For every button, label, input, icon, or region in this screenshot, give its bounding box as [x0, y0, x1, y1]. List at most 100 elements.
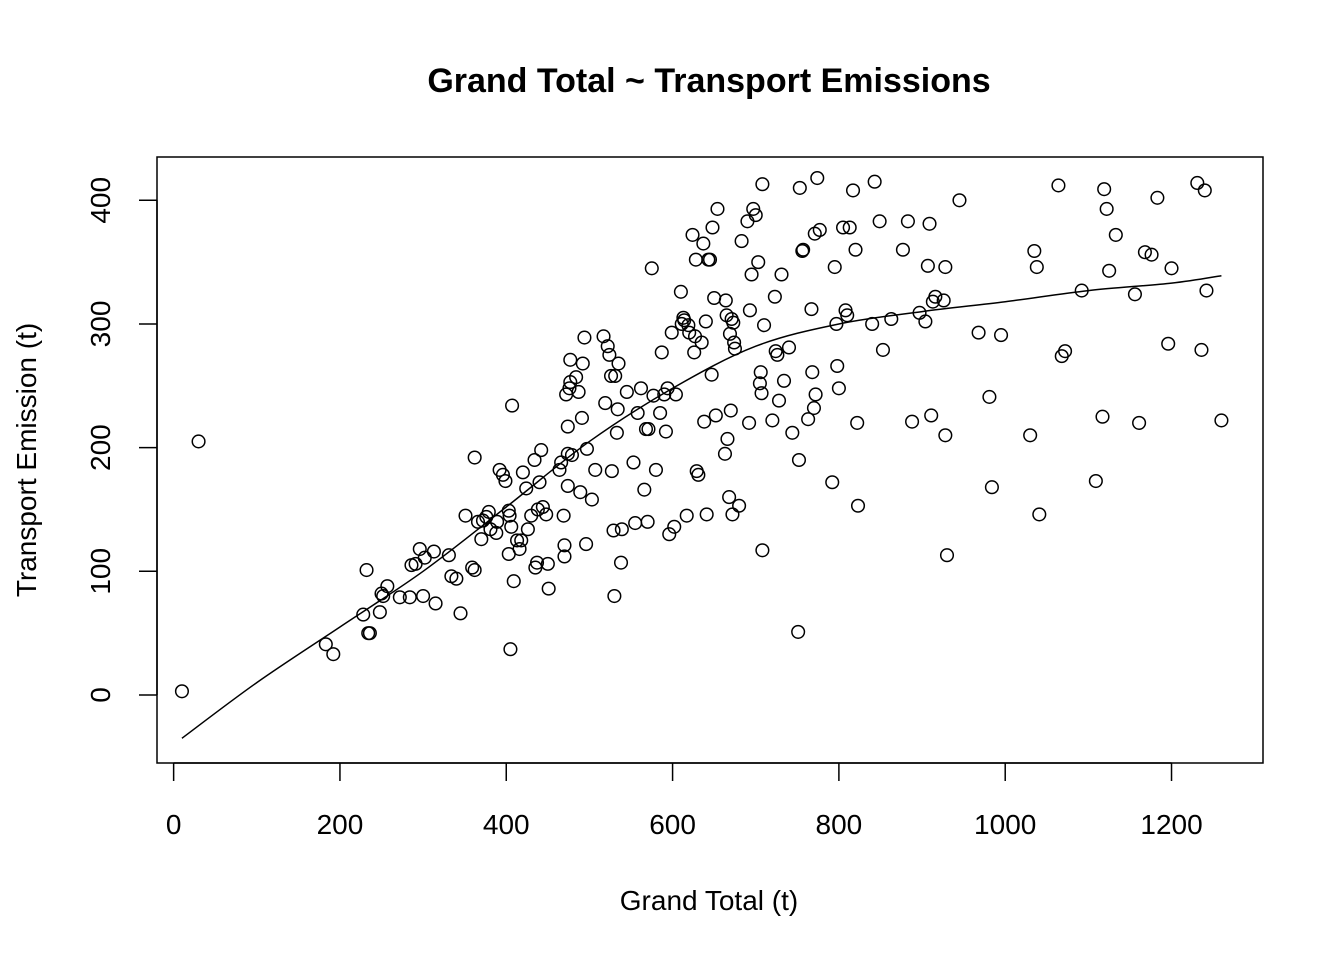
y-axis-label: Transport Emission (t) — [11, 323, 42, 597]
data-point — [1027, 243, 1042, 259]
data-point — [540, 556, 555, 571]
data-point — [804, 302, 819, 317]
data-point — [727, 335, 742, 350]
data-point — [573, 485, 588, 500]
data-point — [376, 588, 391, 604]
data-point — [829, 316, 844, 332]
data-point — [1132, 415, 1147, 430]
data-point — [557, 549, 572, 564]
data-point — [380, 579, 395, 594]
data-point — [752, 376, 767, 391]
data-point — [696, 236, 711, 251]
data-point — [867, 174, 882, 189]
data-point — [505, 398, 520, 413]
data-point — [808, 387, 823, 402]
data-point — [810, 170, 825, 186]
chart-title: Grand Total ~ Transport Emissions — [427, 62, 990, 100]
data-point — [845, 183, 861, 198]
data-point — [806, 401, 821, 416]
data-point — [740, 214, 755, 229]
data-point — [474, 532, 489, 547]
data-point — [704, 367, 719, 382]
data-point — [842, 220, 857, 235]
data-point — [574, 410, 589, 426]
data-point — [1032, 507, 1047, 522]
data-point — [1023, 428, 1038, 443]
data-point — [512, 541, 527, 557]
data-point — [1190, 175, 1205, 191]
data-point — [1127, 287, 1142, 302]
data-point — [734, 234, 749, 249]
data-point — [458, 508, 473, 523]
y-axis: 0 100 200 300 400 — [85, 177, 158, 703]
data-point — [723, 403, 738, 418]
data-point — [718, 293, 733, 308]
data-point — [688, 252, 703, 267]
data-point — [726, 315, 741, 330]
data-point — [685, 227, 700, 242]
data-point — [1099, 201, 1114, 216]
data-point — [994, 328, 1009, 343]
data-point — [467, 450, 482, 465]
data-point — [765, 413, 780, 428]
smooth-fit-curve — [181, 274, 1222, 739]
data-point — [449, 571, 464, 586]
data-point — [571, 384, 586, 400]
data-point — [534, 443, 549, 458]
y-tick-label: 300 — [85, 301, 116, 348]
data-point — [1194, 342, 1209, 357]
data-point — [498, 473, 513, 489]
data-point — [796, 242, 811, 257]
data-point — [875, 342, 891, 357]
data-point — [654, 345, 669, 360]
data-point — [971, 325, 986, 340]
data-point — [936, 293, 951, 308]
data-point — [563, 352, 578, 367]
data-point — [503, 642, 518, 657]
data-point — [705, 220, 720, 235]
data-point — [362, 626, 377, 641]
data-point — [742, 415, 757, 430]
data-point — [720, 431, 735, 447]
data-point — [1164, 261, 1179, 276]
data-point — [569, 370, 584, 385]
data-point — [575, 356, 590, 371]
data-point — [502, 508, 517, 523]
data-point — [679, 508, 694, 523]
data-point — [984, 480, 999, 495]
data-point — [770, 347, 785, 362]
data-point — [519, 481, 534, 496]
data-point — [392, 590, 407, 605]
data-point — [751, 255, 766, 270]
data-point — [755, 177, 770, 192]
data-point — [668, 387, 683, 402]
data-point — [579, 441, 594, 456]
data-point — [644, 261, 659, 276]
data-point — [785, 425, 800, 440]
data-point — [416, 588, 431, 604]
data-point — [490, 514, 505, 529]
data-point — [640, 514, 655, 529]
data-point — [848, 242, 863, 257]
data-point — [757, 318, 772, 333]
data-point — [588, 462, 603, 477]
data-point — [702, 252, 718, 267]
data-point — [412, 541, 427, 557]
data-point — [687, 345, 702, 360]
plot-frame — [156, 156, 1264, 764]
data-point — [1102, 263, 1117, 278]
data-point — [791, 452, 807, 468]
data-point — [520, 522, 535, 537]
data-point — [598, 396, 613, 411]
data-point — [579, 537, 594, 552]
data-point — [453, 606, 468, 621]
data-point — [710, 201, 725, 216]
data-point — [681, 318, 696, 333]
data-point — [836, 220, 851, 235]
data-point — [515, 465, 530, 480]
data-point — [791, 624, 806, 639]
data-point — [895, 242, 910, 257]
data-point — [514, 533, 529, 548]
smooth-curve-layer — [181, 274, 1222, 739]
